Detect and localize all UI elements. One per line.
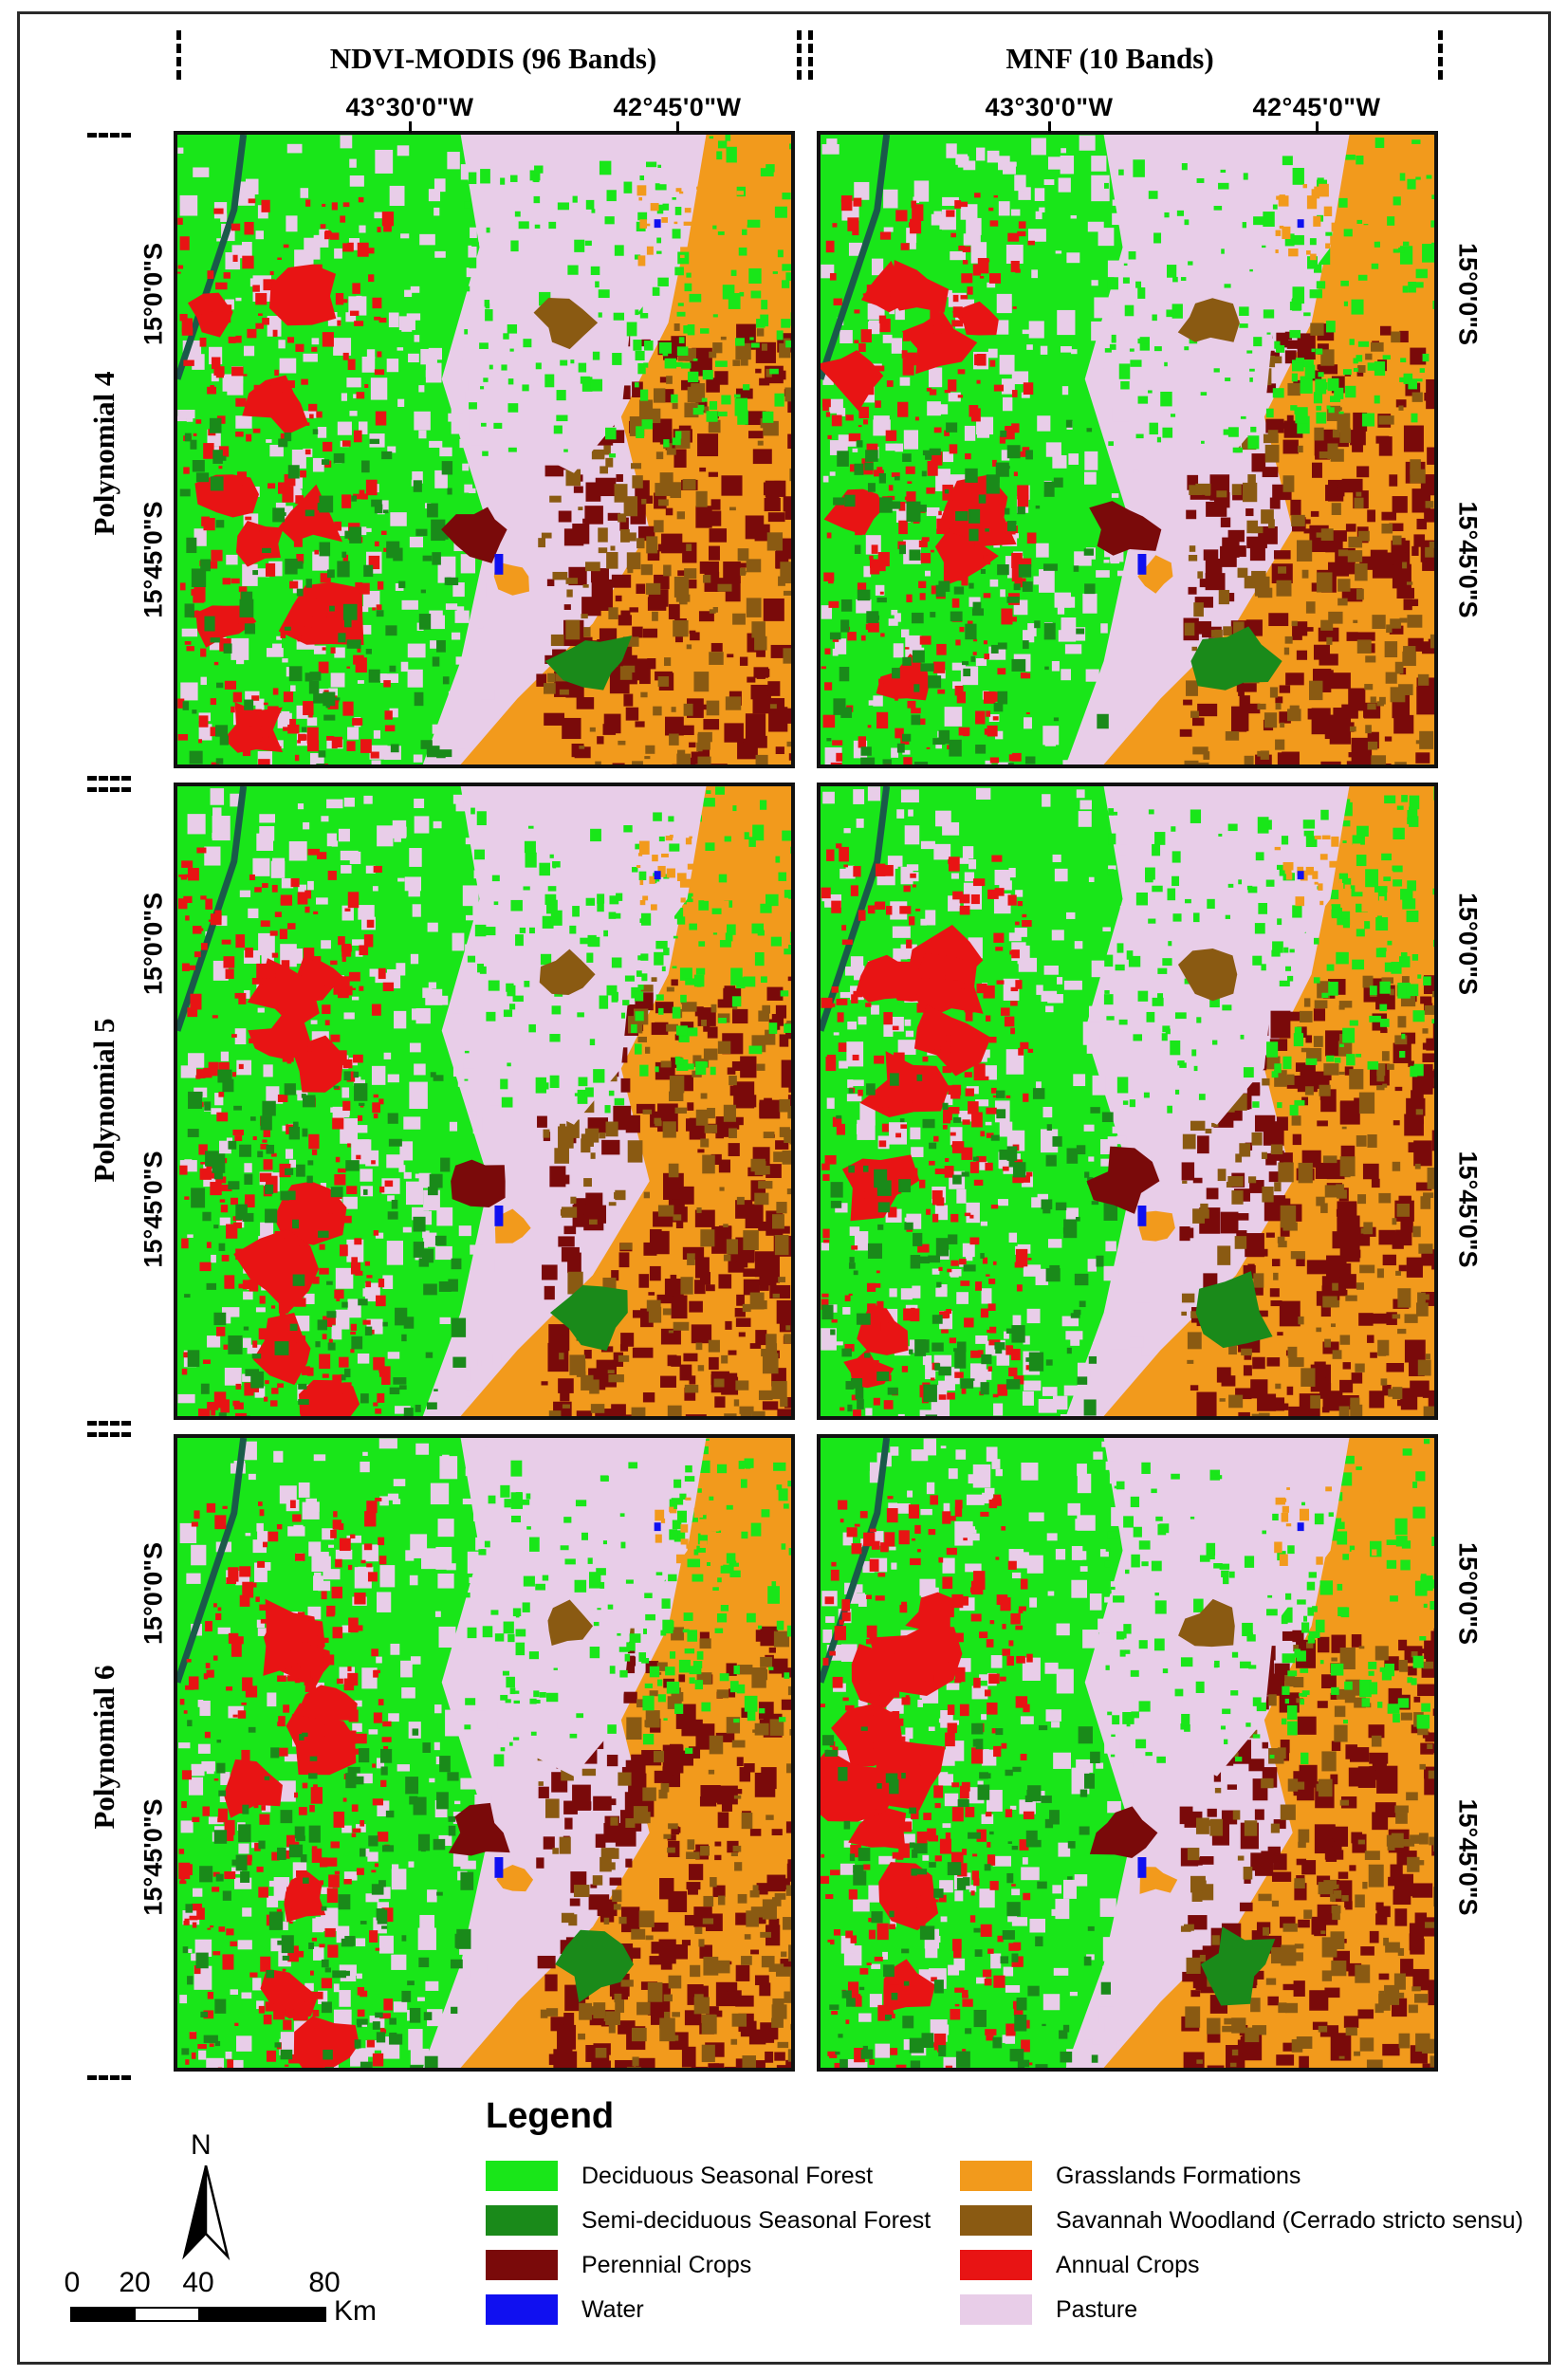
land-cover-map — [177, 1438, 791, 2068]
column-separator-dash — [797, 30, 802, 80]
latitude-label: 15°45'0"S — [138, 1798, 168, 1916]
map-panel-ndvi-poly6 — [174, 1434, 795, 2072]
legend-label: Water — [581, 2295, 644, 2323]
legend-label: Deciduous Seasonal Forest — [581, 2162, 874, 2189]
longitude-label: 42°45'0"W — [1252, 93, 1381, 121]
graticule-tick — [1048, 121, 1051, 133]
map-panel-mnf-poly5 — [817, 783, 1438, 1420]
legend-swatch — [960, 2161, 1032, 2191]
legend-item: Water — [486, 2293, 644, 2326]
latitude-label: 15°0'0"S — [1453, 892, 1483, 996]
latitude-label: 15°45'0"S — [1453, 501, 1483, 618]
legend-swatch — [960, 2250, 1032, 2280]
longitude-label: 42°45'0"W — [613, 93, 742, 121]
latitude-label: 15°0'0"S — [138, 1541, 168, 1646]
legend-item: Deciduous Seasonal Forest — [486, 2160, 873, 2192]
scale-tick-label: 0 — [64, 2267, 81, 2298]
legend-item: Grasslands Formations — [960, 2160, 1301, 2192]
latitude-label: 15°0'0"S — [138, 892, 168, 996]
row-separator-dash — [87, 787, 131, 792]
legend-item: Annual Crops — [960, 2249, 1199, 2281]
latitude-label: 15°45'0"S — [1453, 1798, 1483, 1916]
land-cover-map — [821, 1438, 1434, 2068]
legend-label: Perennial Crops — [581, 2251, 752, 2278]
land-cover-map — [177, 135, 791, 764]
legend-swatch — [486, 2205, 558, 2236]
scale-unit: Km — [334, 2295, 377, 2327]
map-panel-ndvi-poly4 — [174, 131, 795, 768]
map-panel-ndvi-poly5 — [174, 783, 795, 1420]
row-title-polynomial-4: Polynomial 4 — [87, 371, 120, 536]
graticule-tick — [1316, 121, 1319, 133]
legend-item: Perennial Crops — [486, 2249, 751, 2281]
land-cover-map — [821, 786, 1434, 1416]
scale-tick-label: 80 — [308, 2267, 341, 2298]
legend-item: Pasture — [960, 2293, 1137, 2326]
latitude-label: 15°0'0"S — [1453, 242, 1483, 346]
column-separator-dash — [176, 30, 181, 80]
column-separator-dash — [808, 30, 813, 80]
column-title-mnf: MNF (10 Bands) — [1005, 42, 1214, 75]
graticule-tick — [676, 121, 679, 133]
latitude-label: 15°0'0"S — [1453, 1541, 1483, 1646]
legend-label: Annual Crops — [1056, 2251, 1200, 2278]
graticule-tick — [409, 121, 412, 133]
latitude-label: 15°45'0"S — [1453, 1151, 1483, 1268]
land-cover-map — [177, 786, 791, 1416]
longitude-label: 43°30'0"W — [345, 93, 474, 121]
legend-label: Grasslands Formations — [1056, 2162, 1301, 2189]
legend-label: Semi-deciduous Seasonal Forest — [581, 2206, 932, 2234]
legend-swatch — [960, 2205, 1032, 2236]
land-cover-map — [821, 135, 1434, 764]
legend-swatch — [486, 2294, 558, 2325]
scale-tick-label: 20 — [119, 2267, 151, 2298]
legend-title: Legend — [486, 2096, 615, 2136]
row-separator-dash — [87, 133, 131, 138]
legend-label: Savannah Woodland (Cerrado stricto sensu… — [1056, 2206, 1523, 2234]
row-separator-dash — [87, 1432, 131, 1437]
legend-swatch — [486, 2161, 558, 2191]
legend-item: Semi-deciduous Seasonal Forest — [486, 2204, 931, 2237]
north-letter: N — [191, 2129, 212, 2161]
legend-swatch — [960, 2294, 1032, 2325]
latitude-label: 15°45'0"S — [138, 1151, 168, 1268]
north-arrow-icon — [182, 2165, 231, 2260]
row-separator-dash — [87, 776, 131, 781]
legend-swatch — [486, 2250, 558, 2280]
scale-bar — [70, 2307, 326, 2322]
legend-item: Savannah Woodland (Cerrado stricto sensu… — [960, 2204, 1523, 2237]
latitude-label: 15°0'0"S — [138, 242, 168, 346]
longitude-label: 43°30'0"W — [985, 93, 1114, 121]
legend-label: Pasture — [1056, 2295, 1138, 2323]
row-separator-dash — [87, 1421, 131, 1426]
row-separator-dash — [87, 2075, 131, 2080]
scale-tick-label: 40 — [182, 2267, 214, 2298]
row-title-polynomial-5: Polynomial 5 — [87, 1018, 120, 1183]
map-panel-mnf-poly6 — [817, 1434, 1438, 2072]
column-separator-dash — [1438, 30, 1443, 80]
column-title-ndvi-modis: NDVI-MODIS (96 Bands) — [329, 42, 657, 75]
latitude-label: 15°45'0"S — [138, 501, 168, 618]
row-title-polynomial-6: Polynomial 6 — [87, 1665, 120, 1830]
map-panel-mnf-poly4 — [817, 131, 1438, 768]
